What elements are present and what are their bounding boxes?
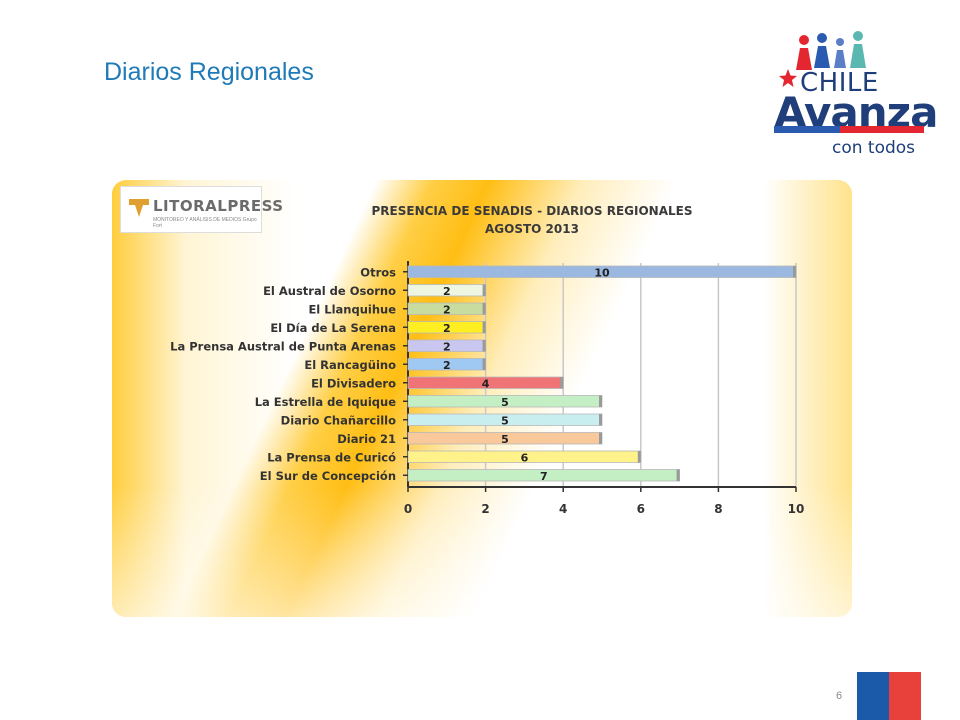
litoralpress-subtitle: MONITOREO Y ANÁLISIS DE MEDIOS Grupo For…: [153, 217, 257, 229]
data-label: 5: [501, 415, 509, 428]
logo-line-chile: CHILE: [800, 68, 879, 98]
children-figures-icon: [796, 31, 866, 70]
data-label: 4: [482, 378, 490, 391]
litoralpress-logo: LITORALPRESS MONITOREO Y ANÁLISIS DE MED…: [120, 186, 283, 233]
category-label: El Llanquihue: [308, 303, 396, 317]
data-label: 6: [521, 452, 529, 465]
bar-end-shade: [637, 451, 641, 463]
bar-end-shade: [599, 414, 602, 426]
litoralpress-name: LITORALPRESS: [153, 197, 284, 215]
bar-end-shade: [676, 469, 680, 481]
chart-subtitle: AGOSTO 2013: [485, 222, 579, 236]
x-tick-label: 10: [788, 502, 805, 516]
bar-end-shade: [482, 340, 486, 352]
chart-title: PRESENCIA DE SENADIS - DIARIOS REGIONALE…: [371, 204, 693, 218]
category-label: El Día de La Serena: [270, 321, 396, 335]
x-tick-label: 2: [481, 502, 489, 516]
flag-blue-block: [857, 672, 889, 720]
bar-end-shade: [482, 303, 486, 315]
data-label: 10: [594, 267, 610, 280]
bar-end-shade: [599, 432, 602, 444]
category-label: El Sur de Concepción: [260, 469, 396, 483]
category-label: El Divisadero: [311, 377, 396, 391]
category-label: La Prensa Austral de Punta Arenas: [170, 340, 396, 354]
data-label: 2: [443, 304, 451, 317]
category-label: Otros: [360, 266, 396, 280]
category-label: La Estrella de Iquique: [255, 395, 397, 409]
bar-end-shade: [599, 395, 602, 407]
logo-tagline: con todos: [832, 138, 916, 158]
data-label: 2: [443, 359, 451, 372]
data-label: 2: [443, 341, 451, 354]
data-label: 2: [443, 322, 451, 335]
category-label: El Austral de Osorno: [263, 284, 396, 298]
bar-end-shade: [793, 266, 796, 278]
x-tick-label: 4: [559, 502, 567, 516]
page-number: 6: [836, 690, 843, 702]
x-tick-label: 0: [404, 502, 412, 516]
chile-avanza-logo: CHILE Avanza con todos: [770, 30, 938, 160]
data-label: 2: [443, 285, 451, 298]
category-label: Diario Chañarcillo: [281, 414, 396, 428]
category-label: La Prensa de Curicó: [267, 451, 396, 465]
bar-end-shade: [482, 284, 486, 296]
x-tick-label: 6: [637, 502, 645, 516]
data-label: 5: [501, 396, 509, 409]
flag-red-block: [889, 672, 921, 720]
x-tick-label: 8: [714, 502, 722, 516]
data-label: 7: [540, 470, 548, 483]
bar-end-shade: [482, 358, 486, 370]
bar-end-shade: [560, 377, 564, 389]
litoralpress-mark-icon: [129, 199, 149, 217]
category-label: El Rancagüino: [304, 358, 396, 372]
bar-end-shade: [482, 321, 486, 333]
star-icon: [779, 69, 797, 87]
data-label: 5: [501, 433, 509, 446]
logo-red-bar: [840, 126, 924, 133]
slide-title: Diarios Regionales: [104, 58, 314, 86]
logo-blue-bar: [774, 126, 840, 133]
category-label: Diario 21: [337, 432, 396, 446]
